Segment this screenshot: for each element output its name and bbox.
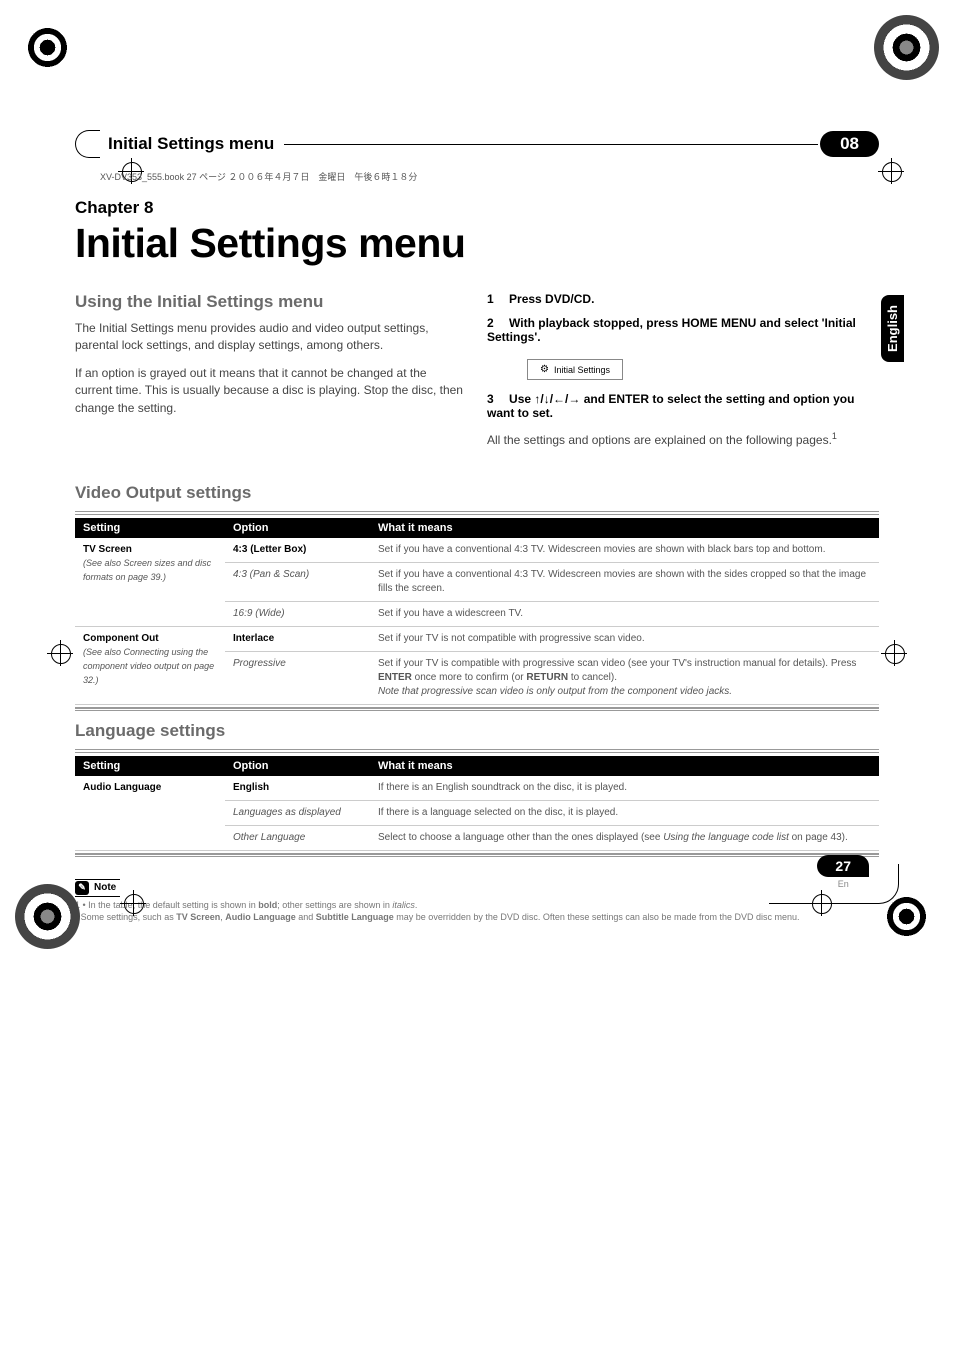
step-3: 3 Use ↑/↓/←/→ and ENTER to select the se… — [487, 392, 879, 420]
meaning-cell: If there is a language selected on the d… — [370, 801, 879, 826]
registration-target — [120, 890, 146, 916]
section-heading: Using the Initial Settings menu — [75, 292, 467, 312]
table-header: Setting — [75, 756, 225, 776]
table-header: Option — [225, 756, 370, 776]
option-cell: 16:9 (Wide) — [225, 602, 370, 627]
option-cell: Progressive — [225, 652, 370, 705]
crop-mark-bl — [15, 884, 80, 949]
step-instruction: Press DVD/CD. — [509, 292, 594, 306]
page-number-badge: 27 — [817, 855, 869, 877]
registration-target — [881, 640, 907, 666]
step-instruction: Use ↑/↓/←/→ and ENTER to select the sett… — [487, 392, 854, 420]
table-header: What it means — [370, 518, 879, 538]
meaning-cell: Set if you have a conventional 4:3 TV. W… — [370, 563, 879, 602]
divider — [75, 511, 879, 515]
chapter-label: Chapter 8 — [75, 198, 879, 218]
video-section-heading: Video Output settings — [75, 483, 879, 503]
step-number: 2 — [487, 316, 494, 330]
language-section-heading: Language settings — [75, 721, 879, 741]
meaning-cell: If there is an English soundtrack on the… — [370, 776, 879, 801]
meaning-cell: Set if your TV is compatible with progre… — [370, 652, 879, 705]
setting-cell: TV Screen (See also Screen sizes and dis… — [75, 538, 225, 627]
meaning-cell: Set if you have a conventional 4:3 TV. W… — [370, 538, 879, 563]
body-paragraph: If an option is grayed out it means that… — [75, 365, 467, 417]
crop-mark-tr — [874, 15, 939, 80]
step-number: 3 — [487, 392, 494, 406]
step-number: 1 — [487, 292, 494, 306]
note-label: Note — [94, 882, 116, 893]
page-lang-label: En — [817, 879, 869, 889]
settings-menu-box: ⚙ Initial Settings — [527, 359, 623, 380]
settings-box-label: Initial Settings — [554, 365, 610, 375]
step-note: All the settings and options are explain… — [487, 430, 879, 449]
crop-mark-tl — [20, 20, 75, 75]
table-row: Component Out (See also Connecting using… — [75, 627, 879, 652]
setting-cell: Audio Language — [75, 776, 225, 851]
note-icon: ✎ — [75, 881, 89, 895]
table-row: TV Screen (See also Screen sizes and dis… — [75, 538, 879, 563]
meaning-cell: Set if you have a widescreen TV. — [370, 602, 879, 627]
divider — [75, 707, 879, 711]
table-header: What it means — [370, 756, 879, 776]
step-instruction: With playback stopped, press HOME MENU a… — [487, 316, 856, 344]
gear-icon: ⚙ — [540, 364, 549, 375]
step-1: 1 Press DVD/CD. — [487, 292, 879, 306]
page-footer: 27 En — [817, 855, 869, 889]
registration-target — [878, 158, 904, 184]
divider — [75, 749, 879, 753]
table-header: Setting — [75, 518, 225, 538]
note-text: 1 • In the table, the default setting is… — [75, 899, 879, 924]
note-block: ✎ Note 1 • In the table, the default set… — [75, 877, 879, 924]
body-paragraph: The Initial Settings menu provides audio… — [75, 320, 467, 355]
option-cell: Languages as displayed — [225, 801, 370, 826]
language-tab: English — [881, 295, 904, 362]
video-settings-table: Setting Option What it means TV Screen (… — [75, 518, 879, 705]
option-cell: Other Language — [225, 826, 370, 851]
registration-target — [47, 640, 73, 666]
divider — [75, 853, 879, 857]
chapter-badge: 08 — [820, 131, 879, 157]
table-header: Option — [225, 518, 370, 538]
option-cell: Interlace — [225, 627, 370, 652]
meaning-cell: Select to choose a language other than t… — [370, 826, 879, 851]
language-settings-table: Setting Option What it means Audio Langu… — [75, 756, 879, 851]
header-line — [284, 144, 818, 145]
page-header: Initial Settings menu 08 — [75, 130, 879, 158]
print-header-line: XV-DV353_555.book 27 ページ ２００６年４月７日 金曜日 午… — [100, 170, 417, 183]
meaning-cell: Set if your TV is not compatible with pr… — [370, 627, 879, 652]
option-cell: 4:3 (Letter Box) — [225, 538, 370, 563]
step-2: 2 With playback stopped, press HOME MENU… — [487, 316, 879, 344]
setting-cell: Component Out (See also Connecting using… — [75, 627, 225, 705]
option-cell: 4:3 (Pan & Scan) — [225, 563, 370, 602]
table-row: Audio Language English If there is an En… — [75, 776, 879, 801]
option-cell: English — [225, 776, 370, 801]
header-curve — [75, 130, 100, 158]
header-title: Initial Settings menu — [100, 134, 282, 154]
main-title: Initial Settings menu — [75, 220, 879, 267]
